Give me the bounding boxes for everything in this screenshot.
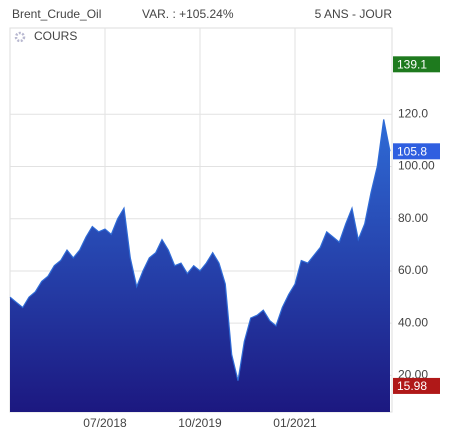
settings-icon[interactable]	[14, 31, 26, 43]
area	[10, 119, 390, 413]
x-tick-label: 07/2018	[83, 416, 127, 430]
y-tick-label: 60.00	[398, 263, 428, 277]
value-badge-label: 15.98	[397, 379, 427, 393]
y-tick-label: 100.00	[398, 159, 435, 173]
line	[9, 119, 391, 381]
y-tick-label: 40.00	[398, 315, 428, 329]
chart-title: Brent_Crude_Oil	[12, 7, 101, 21]
y-tick-label: 80.00	[398, 211, 428, 225]
value-badge	[393, 377, 440, 394]
value-badge	[393, 56, 440, 73]
chart-subtitle: VAR. : +105.24%	[142, 7, 234, 21]
value-badge-label: 139.1	[397, 57, 427, 71]
value-badge	[393, 143, 440, 160]
y-tick-label: 120.0	[398, 106, 428, 120]
legend-entry: COURS	[34, 29, 77, 43]
period: 5 ANS - JOUR	[315, 7, 393, 21]
x-tick-label: 10/2019	[178, 416, 222, 430]
value-badge-label: 105.8	[397, 144, 427, 158]
x-tick-label: 01/2021	[273, 416, 317, 430]
